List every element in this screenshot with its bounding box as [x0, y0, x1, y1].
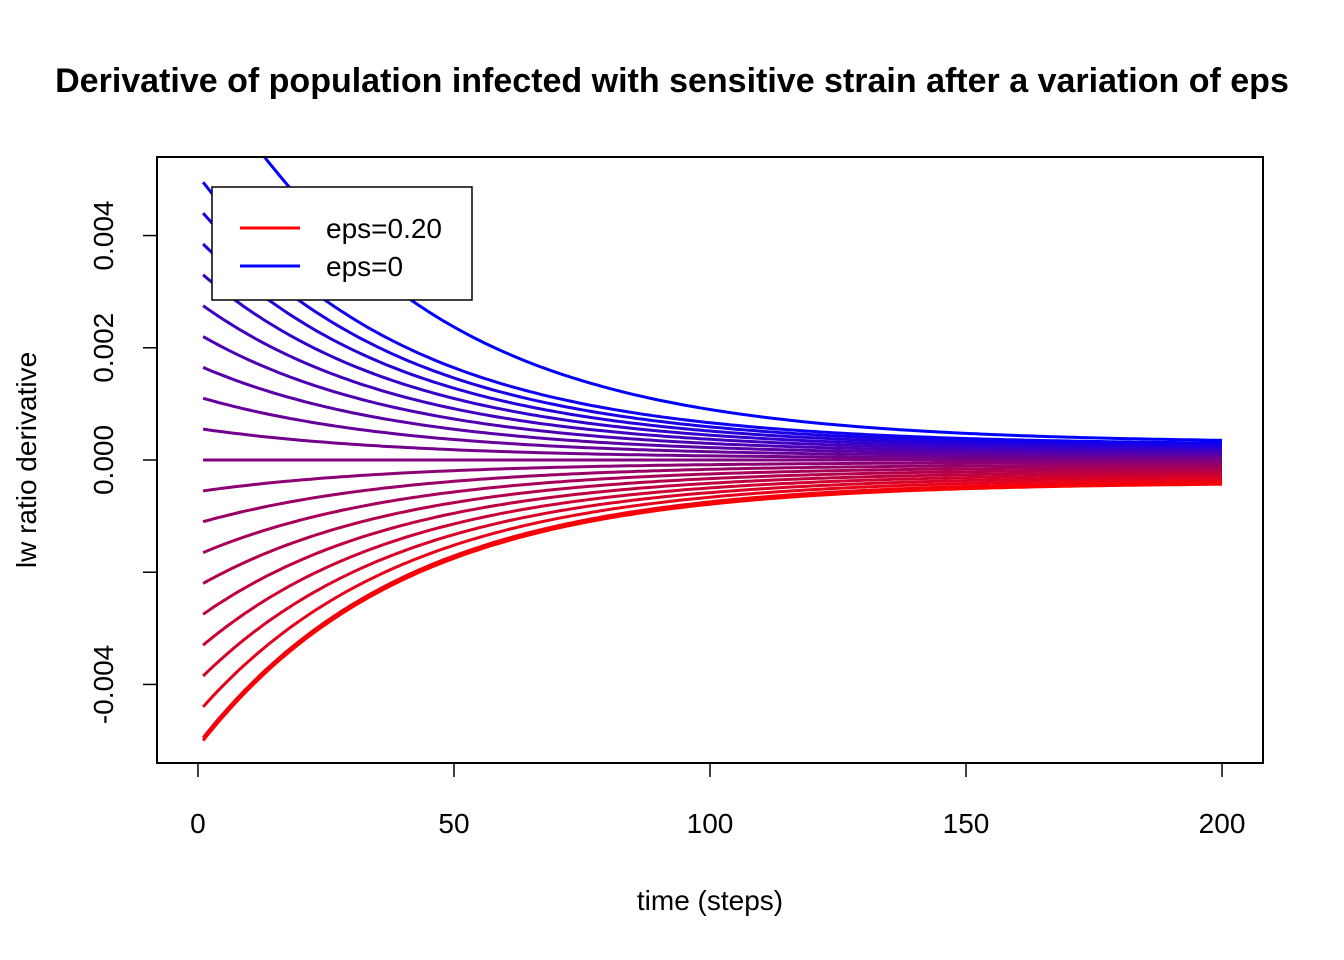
legend-box: [211, 186, 473, 301]
series-line: [202, 460, 1222, 493]
series-line: [202, 273, 1222, 451]
legend: eps=0.20 eps=0: [211, 186, 473, 301]
series-line: [201, 482, 1223, 742]
series-line: [202, 463, 1222, 524]
series-line: [201, 181, 1222, 445]
series-group: [201, 157, 1223, 742]
x-tick-label: 100: [687, 808, 734, 839]
x-axis-label: time (steps): [637, 885, 783, 916]
series-line: [202, 475, 1222, 678]
series-line: [202, 366, 1222, 456]
series-line: [202, 470, 1222, 616]
series-line: [202, 396, 1222, 458]
series-line: [202, 242, 1222, 449]
series-line: [201, 212, 1222, 447]
x-tick-label: 50: [438, 808, 469, 839]
series-line: [202, 304, 1223, 453]
legend-label-eps-0: eps=0: [326, 251, 403, 282]
series-line: [202, 335, 1223, 454]
y-tick-label: 0.004: [88, 201, 119, 271]
series-line: [201, 480, 1222, 739]
y-tick-label: -0.004: [88, 645, 119, 724]
y-axis-label: lw ratio derivative: [11, 352, 42, 568]
series-line: [202, 473, 1222, 647]
x-tick-label: 150: [943, 808, 990, 839]
series-line: [202, 468, 1222, 585]
y-axis: -0.004 0.000 0.002 0.004: [88, 201, 158, 724]
series-line: [202, 465, 1222, 554]
legend-label-eps-020: eps=0.20: [326, 213, 442, 244]
x-tick-label: 200: [1199, 808, 1246, 839]
y-tick-label: 0.002: [88, 313, 119, 383]
chart-title: Derivative of population infected with s…: [55, 62, 1289, 100]
y-tick-label: 0.000: [88, 425, 119, 495]
x-axis: 0 50 100 150 200: [190, 762, 1246, 839]
x-tick-label: 0: [190, 808, 206, 839]
series-line: [201, 478, 1223, 708]
series-line: [202, 427, 1222, 460]
